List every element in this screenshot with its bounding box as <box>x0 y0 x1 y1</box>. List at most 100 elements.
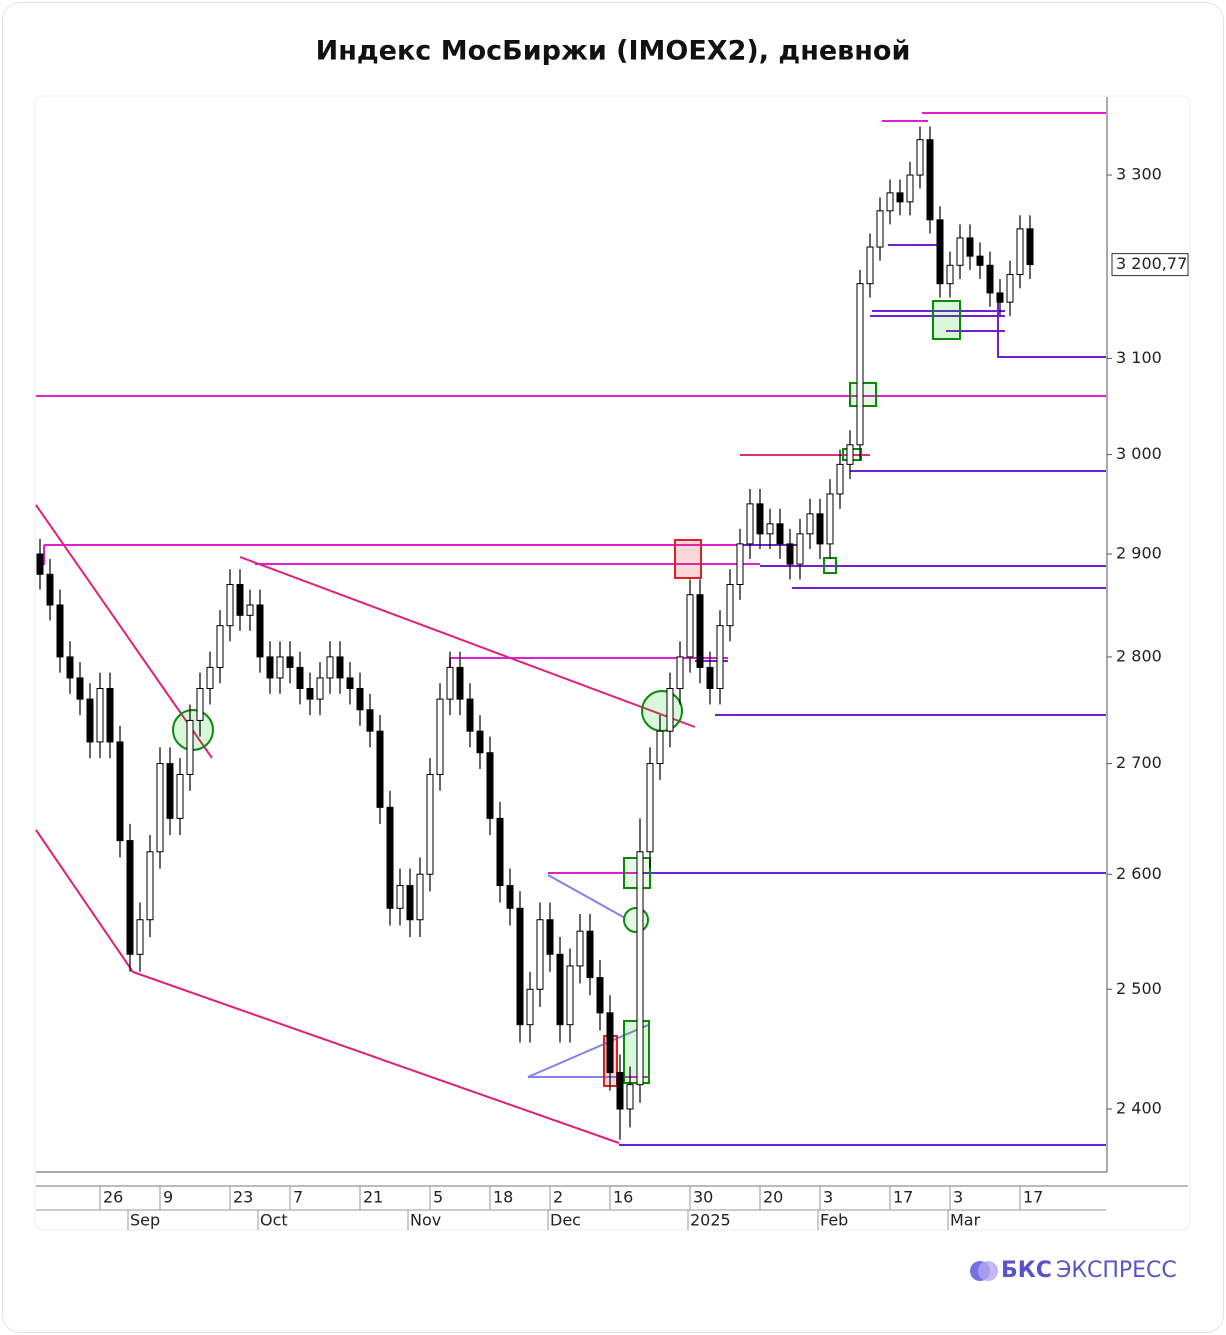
candle-body <box>616 1072 624 1110</box>
candle-body <box>266 656 274 679</box>
candle-body <box>66 656 74 679</box>
brand-suffix: ЭКСПРЕСС <box>1056 1258 1177 1283</box>
x-tick-label: 16 <box>613 1188 633 1207</box>
candle-body <box>1016 228 1024 275</box>
candle-body <box>676 656 684 690</box>
candle-body <box>516 907 524 1026</box>
candle-body <box>286 656 294 668</box>
candle-body <box>946 264 954 285</box>
candle-body <box>626 1084 634 1110</box>
candle-body <box>856 283 864 446</box>
candle-body <box>416 873 424 921</box>
trend-line <box>35 829 620 1144</box>
x-tick-label: 7 <box>293 1188 303 1207</box>
candle-body <box>236 583 244 616</box>
candle-body <box>226 583 234 627</box>
month-label: Sep <box>130 1211 160 1230</box>
y-tick-label: 2 700 <box>1116 753 1162 772</box>
x-tick-label: 9 <box>163 1188 173 1207</box>
candle-body <box>876 210 884 248</box>
candle-body <box>506 885 514 909</box>
candle-body <box>726 583 734 627</box>
candle-body <box>246 604 254 616</box>
last-price-label: 3 200,77 <box>1116 254 1187 273</box>
signal-circle <box>623 907 649 933</box>
triangle-line <box>547 874 626 919</box>
candle-body <box>106 688 114 743</box>
month-label: Oct <box>260 1211 288 1230</box>
candle-body <box>156 763 164 853</box>
candle-body <box>606 1012 614 1074</box>
candle-body <box>936 219 944 285</box>
candle-body <box>186 719 194 775</box>
candle-body <box>1006 273 1014 303</box>
candle-body <box>1026 228 1034 266</box>
candle-body <box>296 666 304 690</box>
candle-body <box>886 192 894 212</box>
candle-body <box>906 174 914 203</box>
candle-body <box>366 709 374 732</box>
last-price-box <box>1111 253 1189 277</box>
candle-body <box>386 806 394 909</box>
x-tick-label: 18 <box>493 1188 513 1207</box>
x-tick-label: 2 <box>553 1188 563 1207</box>
level-line <box>997 300 1106 358</box>
candle-body <box>146 851 154 921</box>
candle-body <box>826 493 834 545</box>
candle-body <box>206 666 214 690</box>
x-tick-label: 3 <box>953 1188 963 1207</box>
brand: БКС ЭКСПРЕСС <box>970 1258 1177 1283</box>
candle-body <box>846 444 854 465</box>
x-tick-label: 3 <box>823 1188 833 1207</box>
x-tick-label: 26 <box>103 1188 123 1207</box>
candle-body <box>566 965 574 1026</box>
signal-circle <box>641 690 683 732</box>
candle-body <box>536 919 544 990</box>
x-tick-label: 5 <box>433 1188 443 1207</box>
candle-body <box>866 246 874 285</box>
candle-body <box>336 656 344 679</box>
chart-title: Индекс МосБиржи (IMOEX2), дневной <box>316 36 911 67</box>
candle-body <box>216 625 224 668</box>
candle-body <box>396 885 404 909</box>
candle-body <box>36 553 44 575</box>
y-tick-label: 2 600 <box>1116 864 1162 883</box>
candle-body <box>696 594 704 668</box>
trend-line <box>239 556 696 728</box>
x-tick-label: 20 <box>763 1188 783 1207</box>
candle-body <box>426 773 434 875</box>
candle-body <box>986 264 994 294</box>
candle-body <box>486 752 494 819</box>
candle-body <box>596 977 604 1014</box>
candle-body <box>466 698 474 732</box>
candle-body <box>196 688 204 721</box>
y-tick-label: 3 100 <box>1116 348 1162 367</box>
candle-body <box>686 594 694 658</box>
candle-body <box>116 741 124 842</box>
x-tick-label: 23 <box>233 1188 253 1207</box>
candle-body <box>776 523 784 545</box>
candle-body <box>96 688 104 743</box>
y-tick-label: 2 800 <box>1116 646 1162 665</box>
candle-body <box>646 763 654 853</box>
candle-body <box>56 604 64 658</box>
candle-body <box>736 543 744 585</box>
candle-body <box>956 237 964 266</box>
candle-body <box>546 919 554 955</box>
trend-line <box>35 504 213 759</box>
candle-body <box>786 543 794 565</box>
candle-body <box>306 688 314 700</box>
candle-body <box>46 573 54 606</box>
candle-body <box>896 192 904 203</box>
month-label: Mar <box>950 1211 981 1230</box>
x-tick-label: 30 <box>693 1188 713 1207</box>
candle-body <box>706 666 714 690</box>
month-label: Dec <box>550 1211 581 1230</box>
candle-body <box>796 533 804 565</box>
candle-body <box>346 677 354 690</box>
candle-body <box>256 604 264 658</box>
y-tick-label: 2 400 <box>1116 1099 1162 1118</box>
candle-body <box>406 885 414 921</box>
candle-body <box>526 988 534 1026</box>
